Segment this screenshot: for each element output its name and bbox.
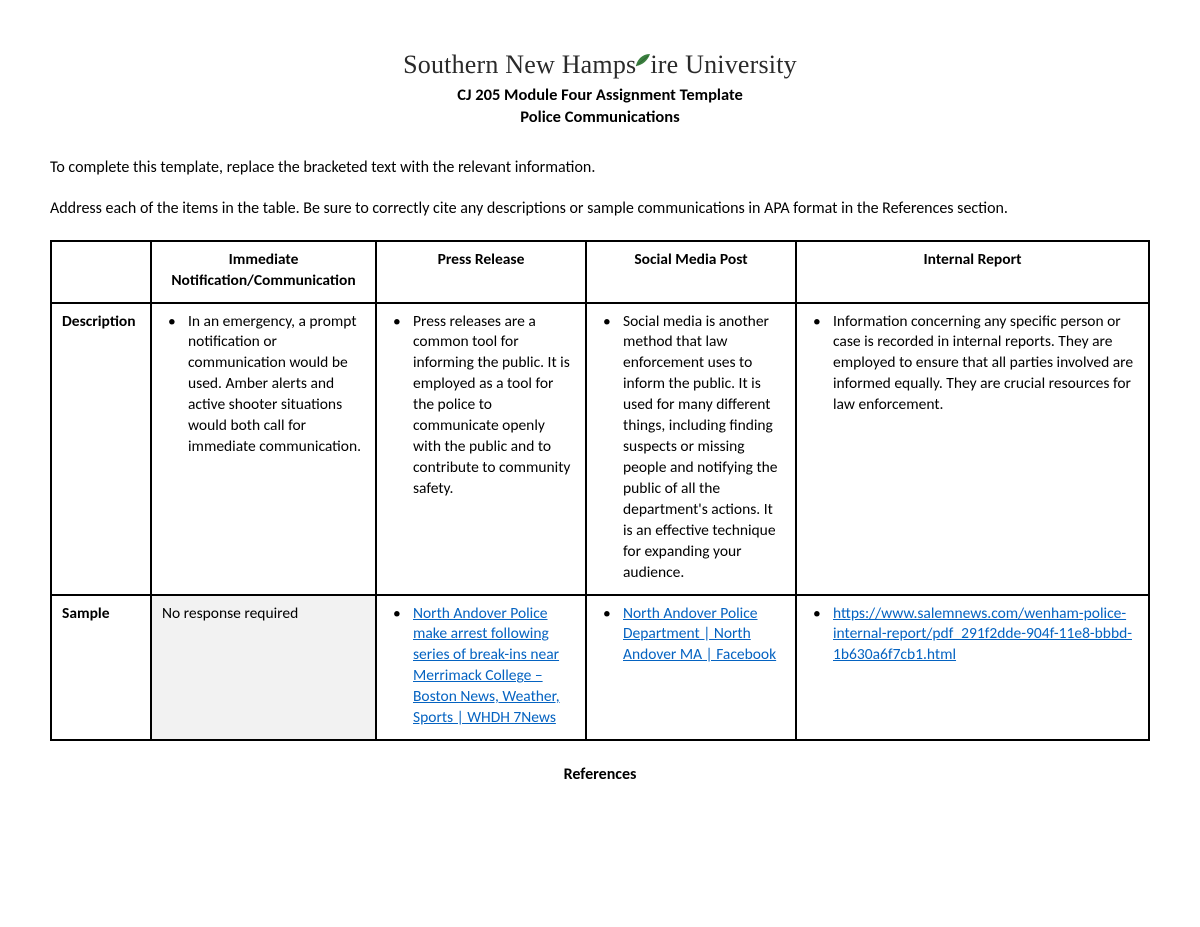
header-empty [51, 241, 151, 303]
logo-text-trailing: University [685, 50, 797, 80]
instruction-1: To complete this template, replace the b… [50, 157, 1150, 179]
bullet-link-item: North Andover Police make arrest followi… [387, 604, 575, 730]
logo-text: Southern New Hamps ire University [403, 50, 797, 80]
leaf-icon [634, 52, 652, 68]
bullet-link-item: North Andover Police Department | North … [597, 604, 785, 667]
cell-sample-social: North Andover Police Department | North … [586, 595, 796, 741]
header-press-release: Press Release [376, 241, 586, 303]
bullet-text: Social media is another method that law … [597, 312, 785, 584]
sample-social-link[interactable]: North Andover Police Department | North … [623, 604, 776, 665]
cell-sample-press: North Andover Police make arrest followi… [376, 595, 586, 741]
header-internal-report: Internal Report [796, 241, 1149, 303]
sample-press-link[interactable]: North Andover Police make arrest followi… [413, 604, 560, 728]
cell-sample-immediate: No response required [151, 595, 376, 741]
table-row-description: Description In an emergency, a prompt no… [51, 303, 1149, 595]
logo-text-before: Southern New Hamps [403, 50, 636, 80]
instructions-block: To complete this template, replace the b… [50, 157, 1150, 220]
references-heading: References [50, 765, 1150, 784]
table-header-row: Immediate Notification/Communication Pre… [51, 241, 1149, 303]
header-immediate: Immediate Notification/Communication [151, 241, 376, 303]
logo-text-after: ire [650, 50, 678, 80]
row-label-sample: Sample [51, 595, 151, 741]
cell-sample-internal: https://www.salemnews.com/wenham-police-… [796, 595, 1149, 741]
table-row-sample: Sample No response required North Andove… [51, 595, 1149, 741]
university-logo: Southern New Hamps ire University [50, 50, 1150, 80]
row-label-description: Description [51, 303, 151, 595]
bullet-text: Information concerning any specific pers… [807, 312, 1138, 417]
title-line-1: CJ 205 Module Four Assignment Template [50, 84, 1150, 106]
communications-table: Immediate Notification/Communication Pre… [50, 240, 1150, 741]
sample-internal-link[interactable]: https://www.salemnews.com/wenham-police-… [833, 604, 1132, 665]
header-social-media: Social Media Post [586, 241, 796, 303]
bullet-link-item: https://www.salemnews.com/wenham-police-… [807, 604, 1138, 667]
cell-desc-immediate: In an emergency, a prompt notification o… [151, 303, 376, 595]
cell-desc-social: Social media is another method that law … [586, 303, 796, 595]
cell-desc-internal: Information concerning any specific pers… [796, 303, 1149, 595]
bullet-text: In an emergency, a prompt notification o… [162, 312, 365, 458]
instruction-2: Address each of the items in the table. … [50, 198, 1150, 220]
cell-desc-press: Press releases are a common tool for inf… [376, 303, 586, 595]
document-title: CJ 205 Module Four Assignment Template P… [50, 84, 1150, 129]
title-line-2: Police Communications [50, 106, 1150, 128]
bullet-text: Press releases are a common tool for inf… [387, 312, 575, 500]
